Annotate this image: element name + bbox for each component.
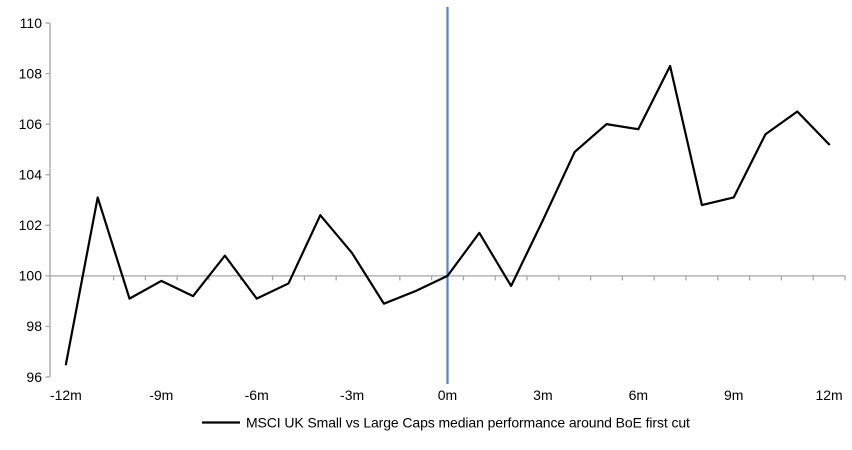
y-tick-label: 110 — [20, 15, 43, 31]
x-tick-label: 6m — [629, 387, 648, 403]
y-tick-label: 106 — [19, 116, 43, 132]
y-tick-label: 100 — [19, 268, 43, 284]
legend-label: MSCI UK Small vs Large Caps median perfo… — [246, 415, 690, 431]
series-line — [64, 64, 831, 366]
y-tick-label: 108 — [19, 65, 43, 81]
y-tick-label: 96 — [26, 369, 42, 385]
x-tick-label: -9m — [149, 387, 173, 403]
y-tick-label: 98 — [26, 318, 42, 334]
x-tick-label: 9m — [724, 387, 743, 403]
y-axis: 96 98 100 102 104 106 108 110 — [19, 15, 51, 385]
x-tick-label: 12m — [815, 387, 842, 403]
x-tick-label: 3m — [533, 387, 552, 403]
y-tick-label: 104 — [19, 167, 43, 183]
x-tick-label: 0m — [438, 387, 457, 403]
legend: MSCI UK Small vs Large Caps median perfo… — [202, 415, 690, 431]
x-tick-label: -6m — [245, 387, 269, 403]
y-tick-label: 102 — [19, 217, 43, 233]
x-tick-label: -12m — [50, 387, 82, 403]
x-axis-labels: -12m -9m -6m -3m 0m 3m 6m 9m 12m — [50, 387, 843, 403]
x-tick-label: -3m — [340, 387, 364, 403]
